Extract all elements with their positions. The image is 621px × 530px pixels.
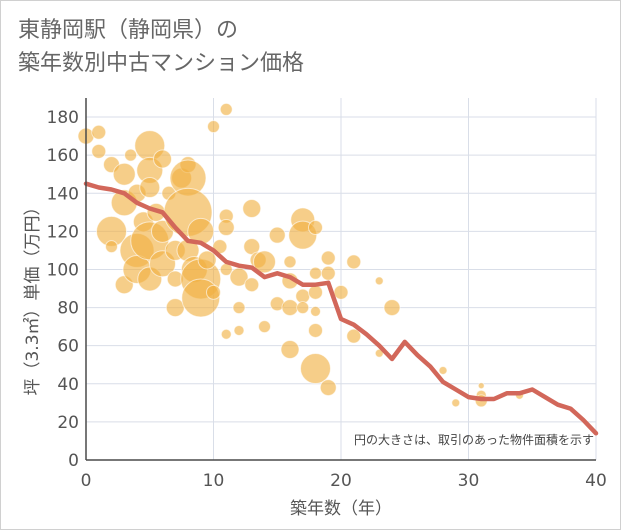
y-tick-label: 80 (57, 299, 79, 319)
x-tick-labels: 0 10 20 30 40 (81, 471, 607, 491)
chart-title: 東静岡駅（静岡県）の 築年数別中古マンション価格 (18, 14, 304, 80)
y-tick-label: 140 (47, 184, 79, 204)
y-tick-label: 40 (57, 375, 79, 395)
bubble-point (477, 382, 485, 390)
bubble-point (220, 328, 232, 340)
bubble-point (112, 162, 136, 186)
bubble-point (206, 284, 221, 300)
bubble-point (105, 240, 118, 254)
chart-title-line1: 東静岡駅（静岡県）の (18, 18, 239, 43)
bubble-point (217, 219, 235, 237)
bubble-point (300, 353, 331, 385)
bubble-point (283, 255, 297, 269)
bubble-point (232, 301, 246, 315)
bubble-point (219, 102, 233, 116)
bubble-point (244, 277, 260, 293)
bubble-point (346, 328, 362, 344)
bubble-point (383, 299, 401, 317)
x-tick-label: 10 (203, 471, 225, 491)
bubble-point (139, 177, 161, 199)
bubble-point (124, 148, 138, 162)
bubble-point (308, 220, 323, 236)
bubble-point (295, 288, 311, 304)
bubble-point (333, 284, 349, 300)
bubble-point (253, 250, 276, 274)
bubble-point (268, 226, 286, 244)
x-tick-label: 0 (81, 471, 92, 491)
bubble-point (280, 339, 300, 359)
y-tick-label: 160 (47, 146, 79, 166)
x-axis-title: 築年数（年） (290, 499, 392, 519)
chart-title-line2: 築年数別中古マンション価格 (18, 51, 305, 76)
x-tick-label: 40 (585, 471, 607, 491)
trend-line (83, 181, 599, 436)
bubble-point (310, 305, 321, 317)
y-axis-title: 坪（3.3㎡）単価（万円） (23, 198, 43, 395)
bubble-point (319, 379, 337, 397)
bubble-size-note: 円の大きさは、取引のあった物件面積を示す (354, 432, 594, 447)
bubble-point (91, 143, 107, 159)
bubble-point (281, 299, 299, 317)
bubble-point (258, 320, 271, 334)
bubble-point (153, 149, 172, 169)
bubble-point (309, 266, 322, 280)
y-tick-label: 100 (47, 260, 79, 280)
bubble-point (242, 199, 262, 219)
bubble-point (320, 250, 336, 266)
bubble-point (438, 365, 448, 375)
bubble-point (207, 120, 220, 134)
y-tick-label: 20 (57, 413, 79, 433)
axes (85, 98, 596, 461)
bubble-point (229, 267, 249, 287)
bubble-point (374, 276, 384, 286)
y-tick-label: 180 (47, 108, 79, 128)
bubble-point (308, 322, 323, 338)
bubble-point (451, 398, 461, 408)
y-tick-label: 60 (57, 337, 79, 357)
y-tick-labels: 0 20 40 60 80 100 120 140 160 180 (47, 108, 79, 471)
bubble-point (197, 250, 217, 270)
bubble-point (233, 324, 245, 336)
x-tick-label: 20 (330, 471, 352, 491)
y-tick-label: 120 (47, 222, 79, 242)
bubble-point (308, 284, 323, 300)
bubble-point (296, 301, 310, 315)
trend-line-series (83, 181, 599, 436)
bubble-point (346, 254, 362, 270)
bubble-point (374, 348, 384, 358)
x-tick-label: 30 (458, 471, 480, 491)
bubble-point (91, 124, 107, 140)
bubble-series (77, 102, 524, 408)
y-tick-label: 0 (68, 451, 79, 471)
bubble-point (320, 265, 336, 281)
